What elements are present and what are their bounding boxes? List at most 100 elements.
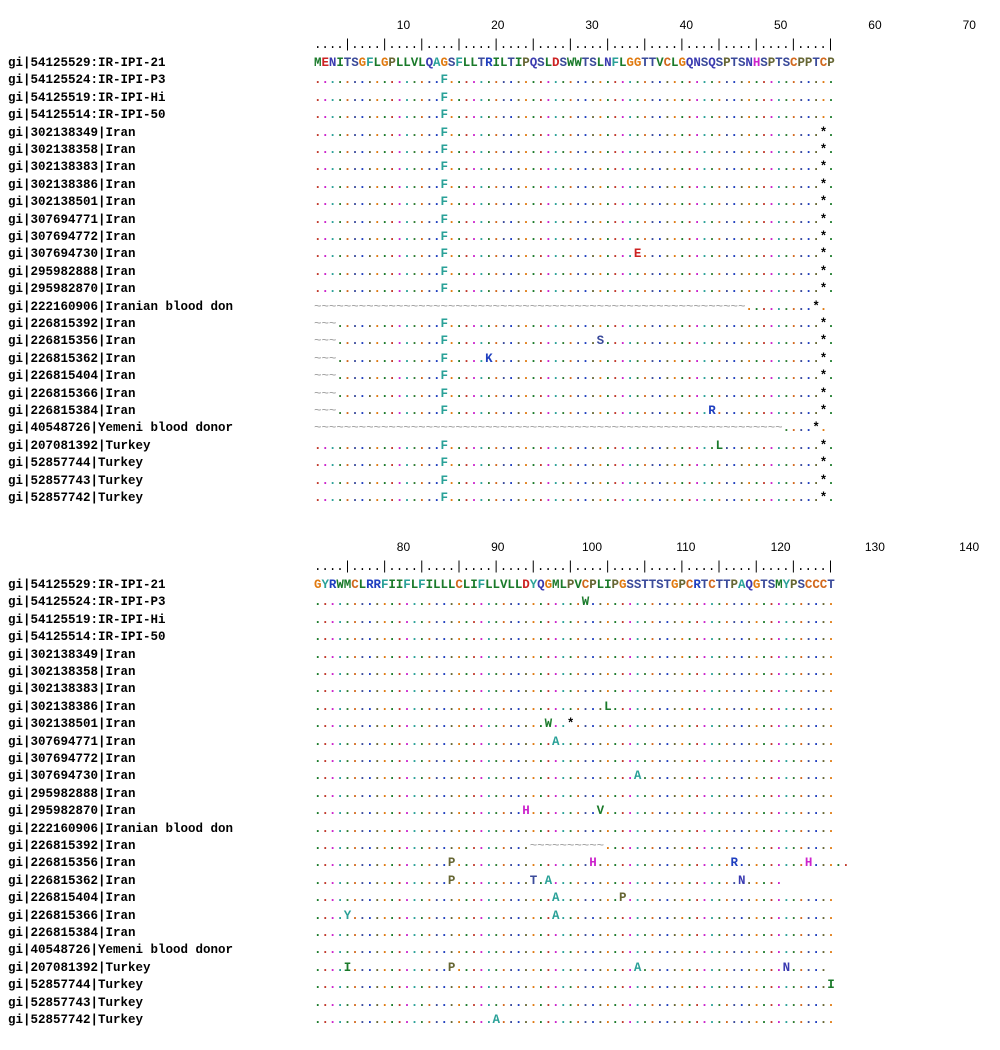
sequence-residues: .................F......................… [314,473,835,488]
ruler-number: 20 [491,18,505,32]
sequence-residues: .................F......................… [314,160,835,175]
sequence-residues: .................F......................… [314,491,835,505]
sequence-label: gi|302138383|Iran [8,682,136,697]
sequence-residues: ~~~..............F......................… [314,404,835,418]
sequence-residues: ........................................… [314,786,835,801]
ruler-number: 30 [585,18,599,32]
sequence-label: gi|226815366|Iran [8,908,136,923]
sequence-label: gi|295982870|Iran [8,804,136,819]
sequence-label: gi|54125524:IR-IPI-P3 [8,595,166,610]
ruler-number: 10 [396,18,411,32]
sequence-residues: ........................................… [314,665,835,679]
sequence-label: gi|226815362|Iran [8,351,136,366]
sequence-residues: ~~~..............F......................… [314,386,835,401]
sequence-residues: ~~~..............F....................S.… [314,334,835,349]
ruler-number: 100 [581,540,603,554]
sequence-label: gi|207081392|Turkey [8,960,151,975]
sequence-label: gi|222160906|Iranian blood don [8,821,234,836]
sequence-label: gi|302138386|Iran [8,699,136,714]
sequence-residues: .................F......................… [314,177,835,192]
sequence-residues: ........................................… [314,926,835,940]
ruler-number: 80 [396,540,411,554]
ruler-number: 130 [864,540,885,554]
ruler-number: 110 [676,540,696,554]
sequence-label: gi|52857742|Turkey [8,1013,144,1027]
sequence-residues: .................F......................… [314,282,835,297]
sequence-label: gi|307694772|Iran [8,230,136,244]
sequence-residues: ........................................… [314,821,835,836]
sequence-label: gi|302138386|Iran [8,177,136,192]
sequence-residues: ........................................… [314,682,835,697]
sequence-residues: GYRWMCLRRFIIFLFILLLCLIFLLVLLDYQGMLPVCPLI… [314,578,835,592]
sequence-residues: ........................A...............… [314,1013,835,1027]
sequence-residues: ................................A.......… [314,734,835,749]
sequence-label: gi|226815366|Iran [8,386,136,401]
sequence-label: gi|54125519:IR-IPI-Hi [8,90,166,105]
sequence-label: gi|307694730|Iran [8,769,136,784]
sequence-residues: .............................~~~~~~~~~~.… [314,839,835,853]
sequence-label: gi|307694772|Iran [8,752,136,766]
sequence-label: gi|226815362|Iran [8,873,136,888]
sequence-residues: ........................................… [314,769,835,784]
sequence-label: gi|54125514:IR-IPI-50 [8,108,166,123]
sequence-residues: ........................................… [314,978,835,993]
sequence-label: gi|52857742|Turkey [8,491,144,505]
sequence-residues: .................F......................… [314,90,835,105]
sequence-residues: ~~~..............F.....K................… [314,351,835,366]
ruler-number: 90 [491,540,505,554]
sequence-label: gi|52857744|Turkey [8,456,144,471]
ruler-number: 60 [868,18,882,32]
sequence-residues: .................F......................… [314,195,835,210]
sequence-residues: ............................H.........V.… [314,804,835,819]
sequence-label: gi|52857744|Turkey [8,978,144,993]
sequence-label: gi|226815392|Iran [8,317,136,331]
sequence-label: gi|40548726|Yemeni blood donor [8,943,234,958]
ruler-number: 140 [959,540,980,554]
sequence-label: gi|302138349|Iran [8,125,136,140]
sequence-label: gi|54125529:IR-IPI-21 [8,56,166,70]
sequence-residues: ........................................… [314,647,835,662]
ruler-number: 70 [962,18,976,32]
sequence-label: gi|40548726|Yemeni blood donor [8,421,234,436]
sequence-label: gi|54125514:IR-IPI-50 [8,630,166,645]
sequence-label: gi|54125524:IR-IPI-P3 [8,73,166,88]
sequence-label: gi|226815356|Iran [8,334,136,349]
sequence-residues: .................F......................… [314,264,835,279]
ruler-number: 50 [773,18,788,32]
sequence-residues: ~~~..............F......................… [314,317,835,331]
sequence-residues: ..................P..........T.A........… [314,873,783,888]
sequence-label: gi|226815384|Iran [8,926,136,940]
sequence-label: gi|302138358|Iran [8,143,136,157]
sequence-label: gi|54125529:IR-IPI-21 [8,578,166,592]
sequence-residues: ~~~~~~~~~~~~~~~~~~~~~~~~~~~~~~~~~~~~~~~~… [314,421,828,436]
sequence-residues: MENITSGFLGPLLVLQAGSFLLTRILTIPQSLDSWWTSLN… [314,56,835,70]
sequence-label: gi|52857743|Turkey [8,995,144,1010]
sequence-label: gi|295982888|Iran [8,264,136,279]
sequence-residues: ........................................… [314,943,835,958]
sequence-label: gi|307694771|Iran [8,734,136,749]
sequence-label: gi|54125519:IR-IPI-Hi [8,612,166,627]
sequence-residues: .................F......................… [314,73,835,88]
sequence-label: gi|302138358|Iran [8,665,136,679]
ruler-ticks: ....|....|....|....|....|....|....|....|… [314,38,835,52]
ruler-number: 40 [679,18,694,32]
sequence-label: gi|222160906|Iranian blood don [8,299,234,314]
sequence-label: gi|226815404|Iran [8,891,136,906]
sequence-label: gi|52857743|Turkey [8,473,144,488]
sequence-residues: .................F......................… [314,108,835,123]
sequence-label: gi|226815384|Iran [8,404,136,418]
sequence-label: gi|226815404|Iran [8,369,136,384]
ruler-number: 120 [770,540,791,554]
sequence-residues: .................F......................… [314,125,835,140]
sequence-residues: ........................................… [314,995,835,1010]
sequence-residues: ...............................W..*.....… [314,717,835,732]
sequence-residues: ~~~~~~~~~~~~~~~~~~~~~~~~~~~~~~~~~~~~~~~~… [314,299,828,314]
sequence-label: gi|295982888|Iran [8,786,136,801]
sequence-residues: .................F......................… [314,438,835,453]
sequence-residues: .................F......................… [314,456,835,471]
sequence-label: gi|207081392|Turkey [8,438,151,453]
sequence-label: gi|307694730|Iran [8,247,136,262]
sequence-label: gi|307694771|Iran [8,212,136,227]
sequence-residues: ~~~..............F......................… [314,369,835,384]
sequence-label: gi|302138349|Iran [8,647,136,662]
